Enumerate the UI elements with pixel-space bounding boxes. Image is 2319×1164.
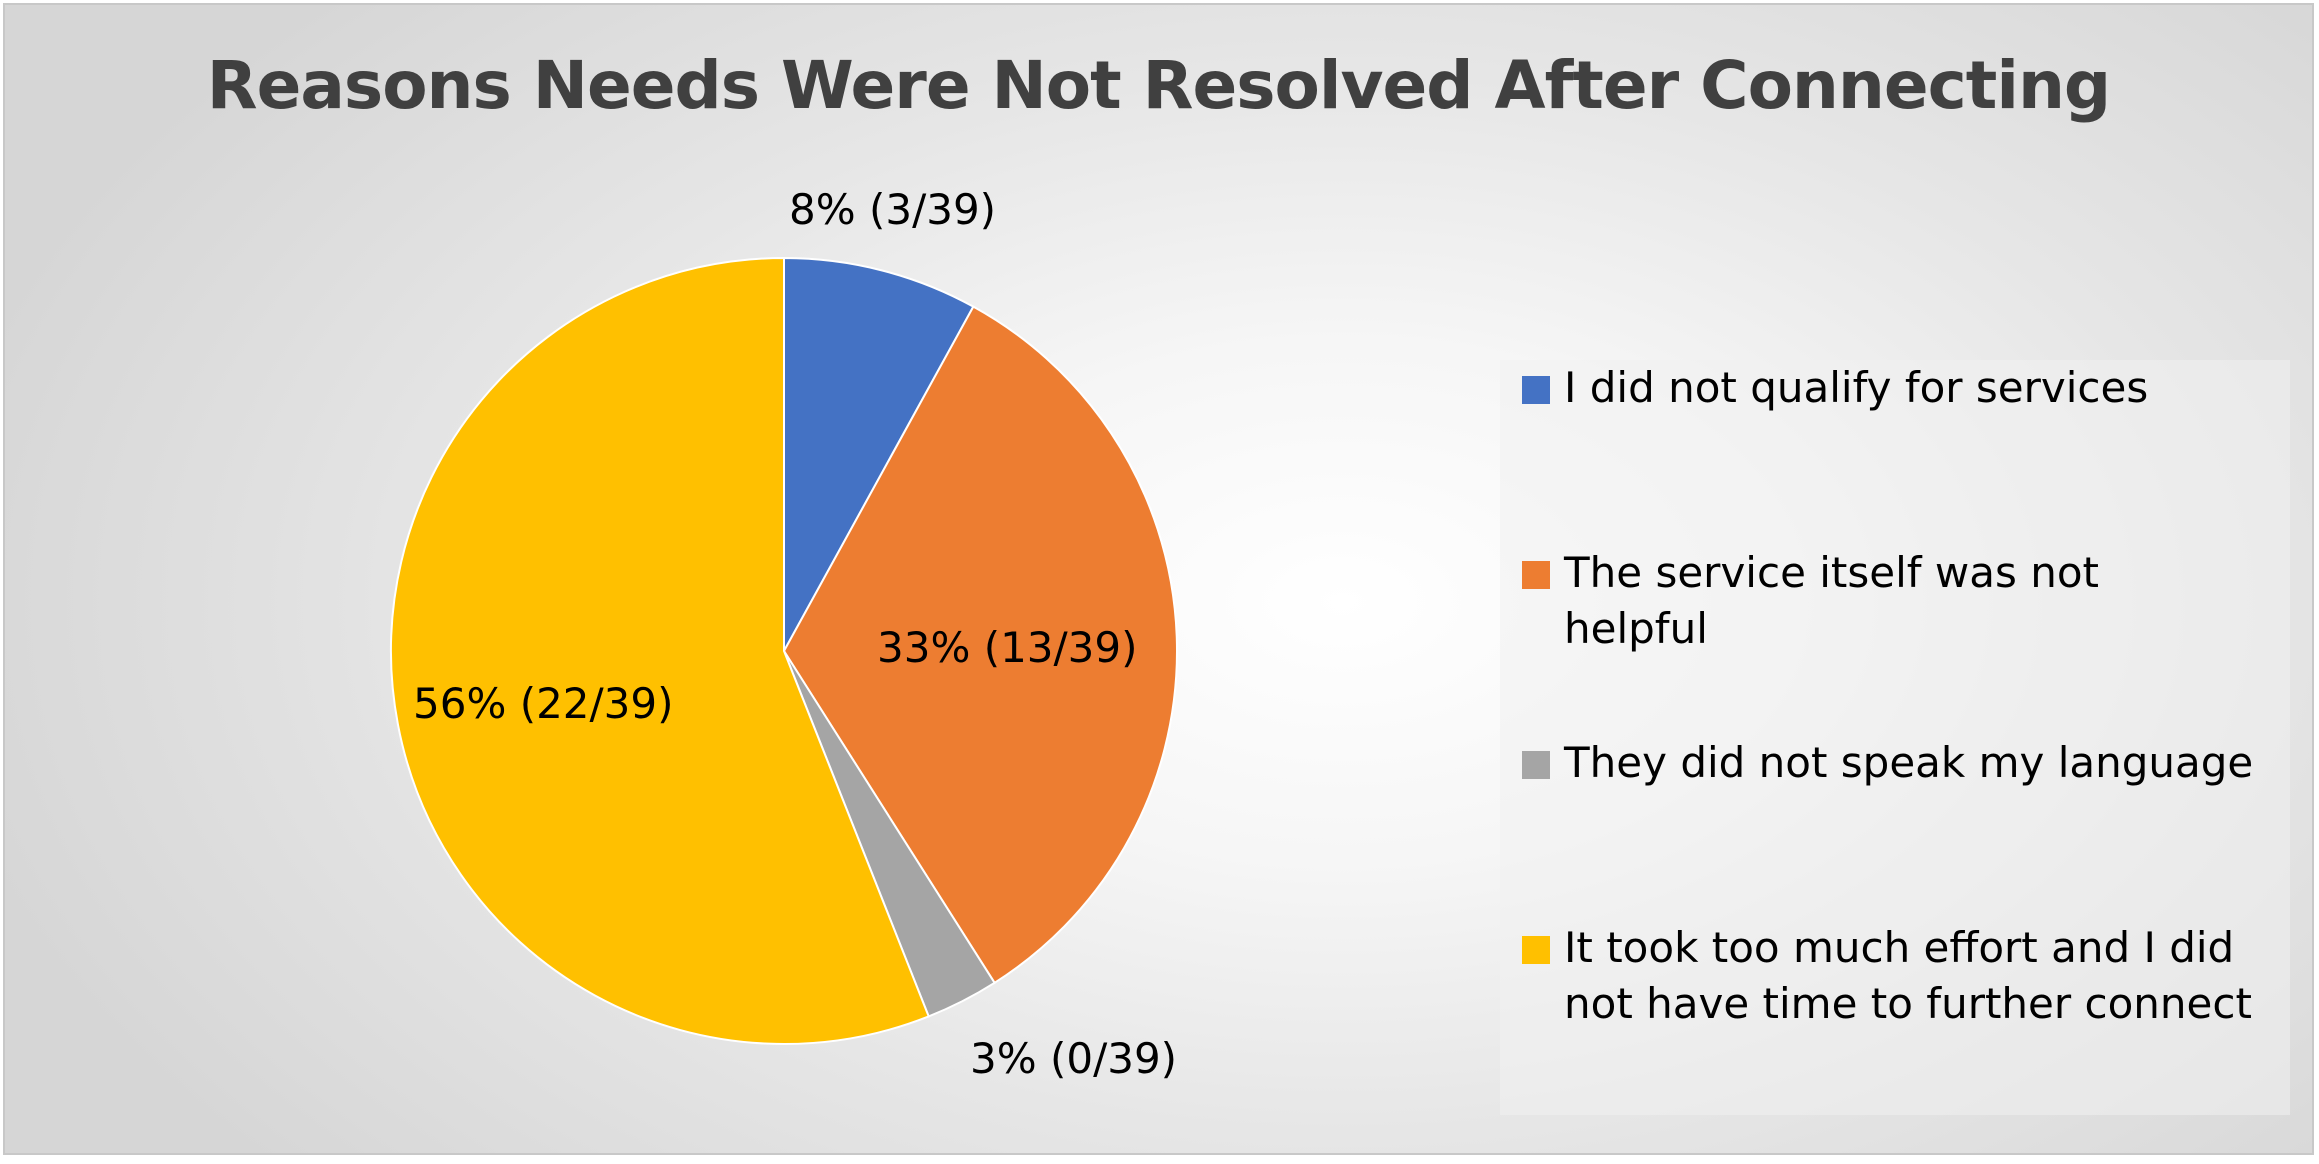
legend-label: The service itself was not helpful: [1564, 548, 2100, 653]
legend-swatch-language: [1522, 751, 1550, 779]
slice-label-did-not-qualify: 8% (3/39): [789, 185, 996, 234]
chart-legend: I did not qualify for services The servi…: [1500, 360, 2290, 1115]
legend-item-did-not-qualify: I did not qualify for services: [1522, 360, 2282, 416]
slice-label-not-helpful: 33% (13/39): [877, 623, 1138, 672]
slice-label-too-much-effort: 56% (22/39): [413, 679, 674, 728]
legend-label: They did not speak my language: [1564, 738, 2254, 787]
slice-label-language: 3% (0/39): [970, 1034, 1177, 1083]
pie-slice-did-not-qualify: [783, 256, 975, 652]
pie-slice-not-helpful: [782, 305, 1178, 985]
legend-item-too-much-effort: It took too much effort and I did not ha…: [1522, 920, 2282, 1032]
legend-swatch-did-not-qualify: [1522, 376, 1550, 404]
legend-item-not-helpful: The service itself was not helpful: [1522, 545, 2282, 657]
legend-swatch-not-helpful: [1522, 561, 1550, 589]
legend-swatch-too-much-effort: [1522, 936, 1550, 964]
legend-item-language: They did not speak my language: [1522, 735, 2282, 791]
pie-slice-too-much-effort: [390, 256, 930, 1045]
pie-slices: [390, 256, 1178, 1045]
legend-label: It took too much effort and I did not ha…: [1564, 923, 2252, 1028]
legend-label: I did not qualify for services: [1564, 363, 2149, 412]
chart-title: Reasons Needs Were Not Resolved After Co…: [206, 47, 2111, 124]
